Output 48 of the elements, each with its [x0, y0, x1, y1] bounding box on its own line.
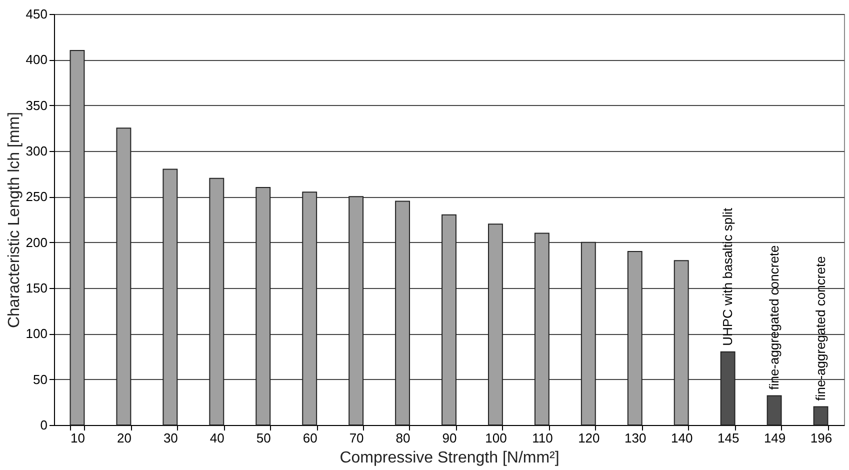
bar	[256, 187, 271, 426]
bar	[302, 192, 318, 426]
y-tick-label: 0	[40, 418, 48, 432]
bar	[116, 128, 132, 426]
x-tick-label: 80	[396, 430, 410, 446]
bar	[580, 242, 596, 426]
bar	[627, 250, 642, 426]
x-tick-label: 40	[210, 430, 224, 446]
y-tick-label: 250	[26, 189, 48, 204]
x-tick-label: 10	[70, 430, 85, 446]
x-tick-label: 196	[810, 430, 832, 446]
bar	[813, 406, 828, 426]
x-tick-label: 50	[256, 430, 271, 446]
y-axis-title: Characteristic Length lch [mm]	[6, 112, 23, 328]
y-tick-label: 300	[26, 144, 48, 158]
x-tick-label: 60	[302, 430, 318, 446]
x-tick-label: 110	[532, 430, 553, 446]
bar	[674, 260, 689, 426]
x-tick-label: 130	[624, 430, 646, 446]
x-tick-label: 149	[764, 430, 786, 446]
x-tick-label: 120	[578, 430, 600, 446]
annotation: UHPC with basaltic split	[720, 208, 735, 346]
x-tick-label: 30	[163, 430, 178, 446]
x-tick-label: 70	[349, 430, 364, 446]
y-tick-label: 350	[26, 98, 48, 113]
y-tick-label: 450	[26, 6, 48, 22]
x-tick-label: 145	[717, 430, 740, 446]
y-tick-label: 400	[26, 52, 48, 68]
x-tick-label: 100	[485, 430, 507, 446]
annotation: fine-aggregated concrete	[766, 245, 782, 390]
bar	[70, 50, 85, 426]
y-tick-label: 200	[26, 234, 48, 250]
bar	[442, 214, 456, 426]
bar	[488, 224, 503, 426]
bar	[348, 196, 364, 426]
bar	[209, 178, 224, 426]
y-tick-label: 150	[26, 280, 48, 296]
x-tick-label: 140	[671, 430, 693, 446]
bar	[395, 200, 410, 426]
y-tick-label: 50	[33, 372, 48, 387]
annotation: fine-aggregated concrete	[812, 256, 828, 401]
x-axis-title: Compressive Strength [N/mm²]	[340, 450, 560, 466]
bar	[766, 395, 782, 426]
bar	[162, 168, 178, 426]
x-tick-label: 90	[442, 430, 457, 446]
x-tick-label: 20	[116, 430, 132, 446]
bar	[534, 232, 550, 426]
y-tick-label: 100	[26, 326, 48, 342]
